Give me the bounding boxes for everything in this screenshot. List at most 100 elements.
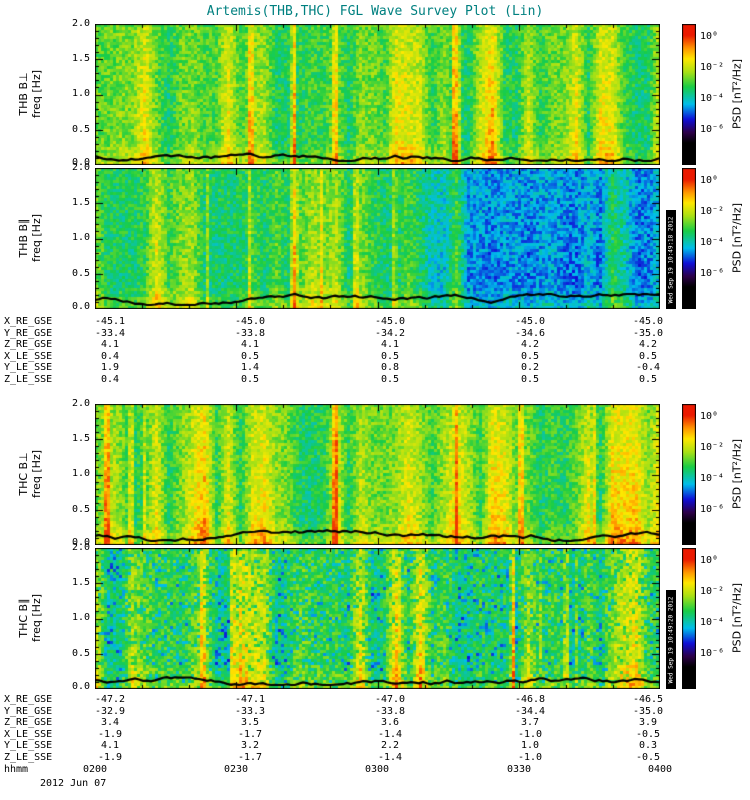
ephemeris-value: 0.5: [638, 350, 658, 362]
ephemeris-row-label: Y_LE_SSE: [4, 362, 53, 373]
y-tick-label: 0.5: [71, 648, 90, 659]
colorbar-tick-label: 10⁰: [700, 175, 719, 186]
ephemeris-value: -33.4: [94, 327, 126, 339]
y-tick-label: 1.5: [71, 197, 90, 208]
time-axis: hhmm 2012 Jun 07 0200 0230 0300 0330 0400: [0, 764, 750, 798]
ephemeris-value: -1.0: [517, 728, 543, 740]
ephemeris-value: 1.4: [240, 362, 260, 373]
ephemeris-value: -35.0: [632, 327, 664, 339]
y-tick-label: 1.0: [71, 232, 90, 243]
y-axis-label-line1: THB B∥: [17, 218, 30, 258]
colorbar-tick-label: 10⁻⁶: [700, 504, 725, 515]
ephemeris-value: -0.4: [635, 362, 661, 373]
ephemeris-value: -0.5: [635, 728, 661, 740]
ephemeris-value: 0.5: [380, 373, 400, 385]
ephemeris-value: 3.9: [638, 717, 658, 728]
ephemeris-value: -45.0: [632, 316, 664, 327]
y-tick-label: 2.0: [71, 398, 90, 409]
colorbar-tick-label: 10⁻²: [700, 62, 725, 73]
ephemeris-row: Z_RE_GSE 4.1 4.1 4.1 4.2 4.2: [0, 339, 750, 351]
ephemeris-value: -1.7: [237, 728, 263, 740]
y-tick-label: 0.0: [71, 157, 90, 168]
y-axis-label-line1: THC B∥: [17, 598, 30, 638]
ephemeris-value: 4.1: [240, 339, 260, 350]
timestamp-strip: Wed Sep 19 10:49:18 2012: [666, 210, 676, 309]
y-tick-label: 0.5: [71, 124, 90, 135]
ephemeris-row: Y_LE_SSE 4.1 3.2 2.2 1.0 0.3: [0, 740, 750, 752]
ephemeris-value: 0.5: [240, 350, 260, 362]
y-axis-label-line2: freq [Hz]: [30, 69, 43, 119]
y-tick-label: 1.0: [71, 612, 90, 623]
ephemeris-row: Y_RE_GSE -32.9 -33.3 -33.8 -34.4 -35.0: [0, 706, 750, 718]
ephemeris-row-label: Z_RE_GSE: [4, 717, 53, 728]
colorbar-tick-label: 10⁰: [700, 555, 719, 566]
ephemeris-row-label: X_RE_GSE: [4, 694, 53, 705]
y-axis-label: THB B∥ freq [Hz]: [17, 214, 43, 262]
y-tick-label: 1.0: [71, 88, 90, 99]
ephemeris-value: -34.6: [514, 327, 546, 339]
y-tick-label: 0.0: [71, 301, 90, 312]
ephemeris-value: -45.0: [374, 316, 406, 327]
page-title: Artemis(THB,THC) FGL Wave Survey Plot (L…: [206, 4, 544, 19]
y-tick-label: 1.5: [71, 577, 90, 588]
ephemeris-row: Z_LE_SSE -1.9 -1.7 -1.4 -1.0 -0.5: [0, 752, 750, 764]
ephemeris-value: -1.4: [377, 728, 403, 740]
time-axis-label: hhmm: [4, 764, 29, 775]
colorbar-tick-label: 10⁻²: [700, 442, 725, 453]
y-axis-label-line1: THB B⊥: [17, 72, 30, 116]
ephemeris-value: -33.8: [374, 705, 406, 717]
creation-timestamp: Wed Sep 19 10:49:18 2012: [667, 216, 675, 303]
ephemeris-value: 1.0: [520, 740, 540, 751]
y-axis-label: THB B⊥ freq [Hz]: [17, 70, 43, 118]
ephemeris-value: -1.9: [97, 728, 123, 740]
ephemeris-value: -35.0: [632, 705, 664, 717]
y-tick-label: 0.5: [71, 504, 90, 515]
ephemeris-row-label: Z_RE_GSE: [4, 339, 53, 350]
ephemeris-value: 4.1: [380, 339, 400, 350]
spectrogram-canvas: [95, 24, 660, 165]
ephemeris-value: -32.9: [94, 705, 126, 717]
ephemeris-value: -45.0: [234, 316, 266, 327]
ephemeris-value: 4.1: [100, 740, 120, 751]
spectrogram-canvas: [95, 548, 660, 689]
y-axis-label-line2: freq [Hz]: [30, 213, 43, 263]
ephemeris-value: 1.9: [100, 362, 120, 373]
ephemeris-row-label: X_LE_SSE: [4, 350, 53, 362]
colorbar-axis-label: PSD [nT²/Hz]: [730, 438, 744, 510]
ephemeris-value: -34.4: [514, 705, 546, 717]
ephemeris-value: 0.4: [100, 350, 120, 362]
y-tick-label: 2.0: [71, 18, 90, 29]
time-tick-label: 0300: [364, 764, 390, 775]
y-tick-label: 2.0: [71, 162, 90, 173]
time-tick-label: 0330: [506, 764, 532, 775]
ephemeris-row: X_LE_SSE 0.4 0.5 0.5 0.5 0.5: [0, 351, 750, 363]
ephemeris-value: -1.9: [97, 751, 123, 763]
panel-thb-bpar: THB B∥ freq [Hz] 2.0 1.5 1.0 0.5 0.0 10⁰…: [0, 162, 750, 312]
ephemeris-value: -47.0: [374, 694, 406, 705]
ephemeris-value: -1.4: [377, 751, 403, 763]
ephemeris-row: X_RE_GSE -47.2 -47.1 -47.0 -46.8 -46.5: [0, 694, 750, 706]
ephemeris-row-label: Y_LE_SSE: [4, 740, 53, 751]
colorbar-tick-label: 10⁻⁶: [700, 124, 725, 135]
ephemeris-value: 0.2: [520, 362, 540, 373]
colorbar-tick-label: 10⁰: [700, 411, 719, 422]
y-tick-label: 2.0: [71, 542, 90, 553]
ephemeris-table-thc: X_RE_GSE -47.2 -47.1 -47.0 -46.8 -46.5 Y_RE_GS…: [0, 694, 750, 766]
ephemeris-row: Z_LE_SSE 0.4 0.5 0.5 0.5 0.5: [0, 374, 750, 386]
ephemeris-row-label: Z_LE_SSE: [4, 751, 53, 763]
ephemeris-value: 0.5: [380, 350, 400, 362]
ephemeris-value: 0.5: [638, 373, 658, 385]
y-axis-label: THC B⊥ freq [Hz]: [17, 450, 43, 498]
ephemeris-value: 0.5: [520, 373, 540, 385]
ephemeris-value: -1.7: [237, 751, 263, 763]
y-tick-label: 1.5: [71, 433, 90, 444]
ephemeris-value: -34.2: [374, 327, 406, 339]
time-tick-label: 0200: [82, 764, 108, 775]
y-tick-label: 1.0: [71, 468, 90, 479]
y-tick-label: 0.0: [71, 537, 90, 548]
colorbar-axis-label: PSD [nT²/Hz]: [730, 58, 744, 130]
ephemeris-value: -33.3: [234, 705, 266, 717]
colorbar-tick-label: 10⁻⁶: [700, 268, 725, 279]
spectrogram-canvas: [95, 168, 660, 309]
panel-thb-bperp: THB B⊥ freq [Hz] 2.0 1.5 1.0 0.5 0.0 10⁰…: [0, 18, 750, 168]
